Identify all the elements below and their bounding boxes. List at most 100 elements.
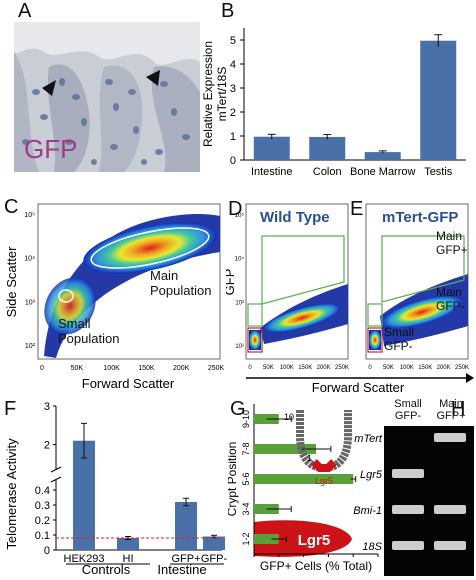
y-tick-label-b: 5 xyxy=(230,35,236,47)
lgr5-region xyxy=(254,520,352,557)
category-label-b: Intestine xyxy=(251,166,293,178)
x-tick-label-de: 150K xyxy=(298,365,312,371)
gel-row-label: mTert xyxy=(354,433,383,445)
bar-f xyxy=(73,440,95,550)
category-label-f: HEK293 xyxy=(64,553,105,565)
gate-e-pos-line2: GFP+ xyxy=(436,243,468,257)
gel-band xyxy=(392,541,424,550)
gate-main-line1: Main xyxy=(150,268,178,283)
gate-small-label: Small Population xyxy=(58,316,119,346)
y-tick-label-c: 10⁴ xyxy=(24,256,35,263)
category-label-g: 3-4 xyxy=(241,502,251,515)
chart-f: 0 0.1 0.2 0.3 0.4 2 3 HEK293 HI GFP+ GFP- Telomeras… xyxy=(4,401,228,577)
y-tick-label-b: 2 xyxy=(230,107,236,119)
bar-b xyxy=(253,136,290,160)
y-tick-label-d: 10² xyxy=(235,344,244,350)
lgr5-region-label: Lgr5 xyxy=(298,532,331,549)
y-tick-label-c: 10² xyxy=(25,343,36,350)
x-axis-label-g: GFP+ Cells (% Total) xyxy=(260,559,372,573)
gate-e-neg-line1: Main xyxy=(436,285,462,299)
histology-image: GFP xyxy=(14,22,200,172)
flow-plot-c: Main Population Small Population 0 50K 100… xyxy=(4,203,225,391)
gel-row-label: Lgr5 xyxy=(360,469,383,481)
axis-break-icon xyxy=(50,466,62,483)
stain-label: GFP xyxy=(24,134,78,164)
x-tick-label-de: 250K xyxy=(455,365,469,371)
arrowhead-icon xyxy=(466,373,474,383)
title-e: mTert-GFP xyxy=(382,209,458,226)
x-tick-label-c: 250K xyxy=(208,365,225,372)
col-main-line2: GFP+ xyxy=(436,410,466,422)
panel-letter-d: D xyxy=(228,198,243,220)
category-label-g: 7-8 xyxy=(241,442,251,455)
y-tick-label-c: 10³ xyxy=(25,299,36,306)
y-tick-label-b: 3 xyxy=(230,83,236,95)
y-axis-label-f: Telomerase Activity xyxy=(4,438,19,550)
y-tick-label-f: 0.3 xyxy=(35,500,50,512)
title-d: Wild Type xyxy=(260,209,330,226)
x-tick-label-de: 200K xyxy=(437,365,451,371)
y-axis-label-line: mTert/18S xyxy=(215,67,229,122)
category-label-g: 1-2 xyxy=(241,532,251,545)
col-small-line1: Small xyxy=(394,398,422,410)
gate-small-line2: Population xyxy=(58,331,119,346)
x-tick-label-c: 150K xyxy=(138,365,155,372)
bar-b xyxy=(364,152,401,160)
gate-main-line2: Population xyxy=(150,283,211,298)
bar-f xyxy=(203,536,225,550)
col-small-line2: GFP- xyxy=(394,410,422,422)
gate-e-small-label: Small GFP- xyxy=(384,325,417,353)
y-tick-label-b: 0 xyxy=(230,155,236,167)
y-tick-label-d: 10⁴ xyxy=(235,256,245,263)
panel-letter-g: G xyxy=(230,398,246,420)
gel-band xyxy=(392,469,424,478)
gate-e-gfp-pos xyxy=(381,235,465,303)
x-tick-label-de: 50K xyxy=(383,365,394,371)
crypt-lgr5-label: Lgr5 xyxy=(315,476,333,486)
bar-f xyxy=(175,502,197,550)
x-tick-label-de: 200K xyxy=(317,365,331,371)
group-label-intestine: Intestine xyxy=(157,562,206,577)
gel-band xyxy=(434,505,466,514)
x-tick-label-de: 50K xyxy=(263,365,274,371)
category-label-b: Colon xyxy=(313,166,342,178)
gate-d-small-neg xyxy=(247,327,263,353)
bar-g xyxy=(254,504,279,514)
y-tick-label-b: 4 xyxy=(230,59,236,71)
x-tick-label-de: 0 xyxy=(248,365,252,371)
x-tick-label-de: 250K xyxy=(335,365,349,371)
gate-small-line1: Small xyxy=(58,316,91,331)
bar-g xyxy=(254,534,279,544)
panel-letter-c: C xyxy=(4,196,19,218)
gate-e-small-pos xyxy=(367,303,383,327)
x-tick-label-de: 0 xyxy=(368,365,372,371)
x-axis-label-c: Forward Scatter xyxy=(82,376,175,391)
category-label-g: 9-10 xyxy=(241,410,251,428)
x-tick-label-c: 100K xyxy=(103,365,120,372)
bar-g xyxy=(254,414,279,424)
panel-letter-a: A xyxy=(18,0,32,22)
gel-image: mTert Lgr5 Bmi-1 18S xyxy=(353,426,474,576)
y-axis-label-d: GFP xyxy=(226,269,237,296)
bar-g xyxy=(254,444,316,454)
gate-e-small-line1: Small xyxy=(384,325,414,339)
gate-e-pos-line1: Main xyxy=(436,229,462,243)
crypt-diagram: 10 1 Lgr5 xyxy=(284,410,352,486)
gel-band xyxy=(434,433,466,442)
chart-g: Lgr5 1-2 3-4 5-6 7-8 9-10 Crypt Position GFP+ C… xyxy=(228,404,379,573)
category-label-f: GFP- xyxy=(201,553,228,565)
bar-b xyxy=(420,40,457,160)
y-tick-label-f: 0.1 xyxy=(35,530,50,542)
category-label-f: HI xyxy=(123,553,134,565)
crypt-bottom-number: 1 xyxy=(307,453,312,463)
x-tick-label-c: 200K xyxy=(173,365,190,372)
y-axis-label-c: Side Scatter xyxy=(4,246,19,317)
gel-column-main: Main GFP+ xyxy=(428,398,474,422)
gel-column-small: Small GFP- xyxy=(386,398,430,422)
gate-e-small-neg xyxy=(367,327,383,353)
gate-main xyxy=(90,227,210,269)
gel-row-label: 18S xyxy=(362,541,382,553)
panel-letter-h: H xyxy=(451,398,466,420)
gate-e-neg-line2: GFP- xyxy=(436,299,465,313)
x-axis-label-de: Forward Scatter xyxy=(312,380,405,395)
